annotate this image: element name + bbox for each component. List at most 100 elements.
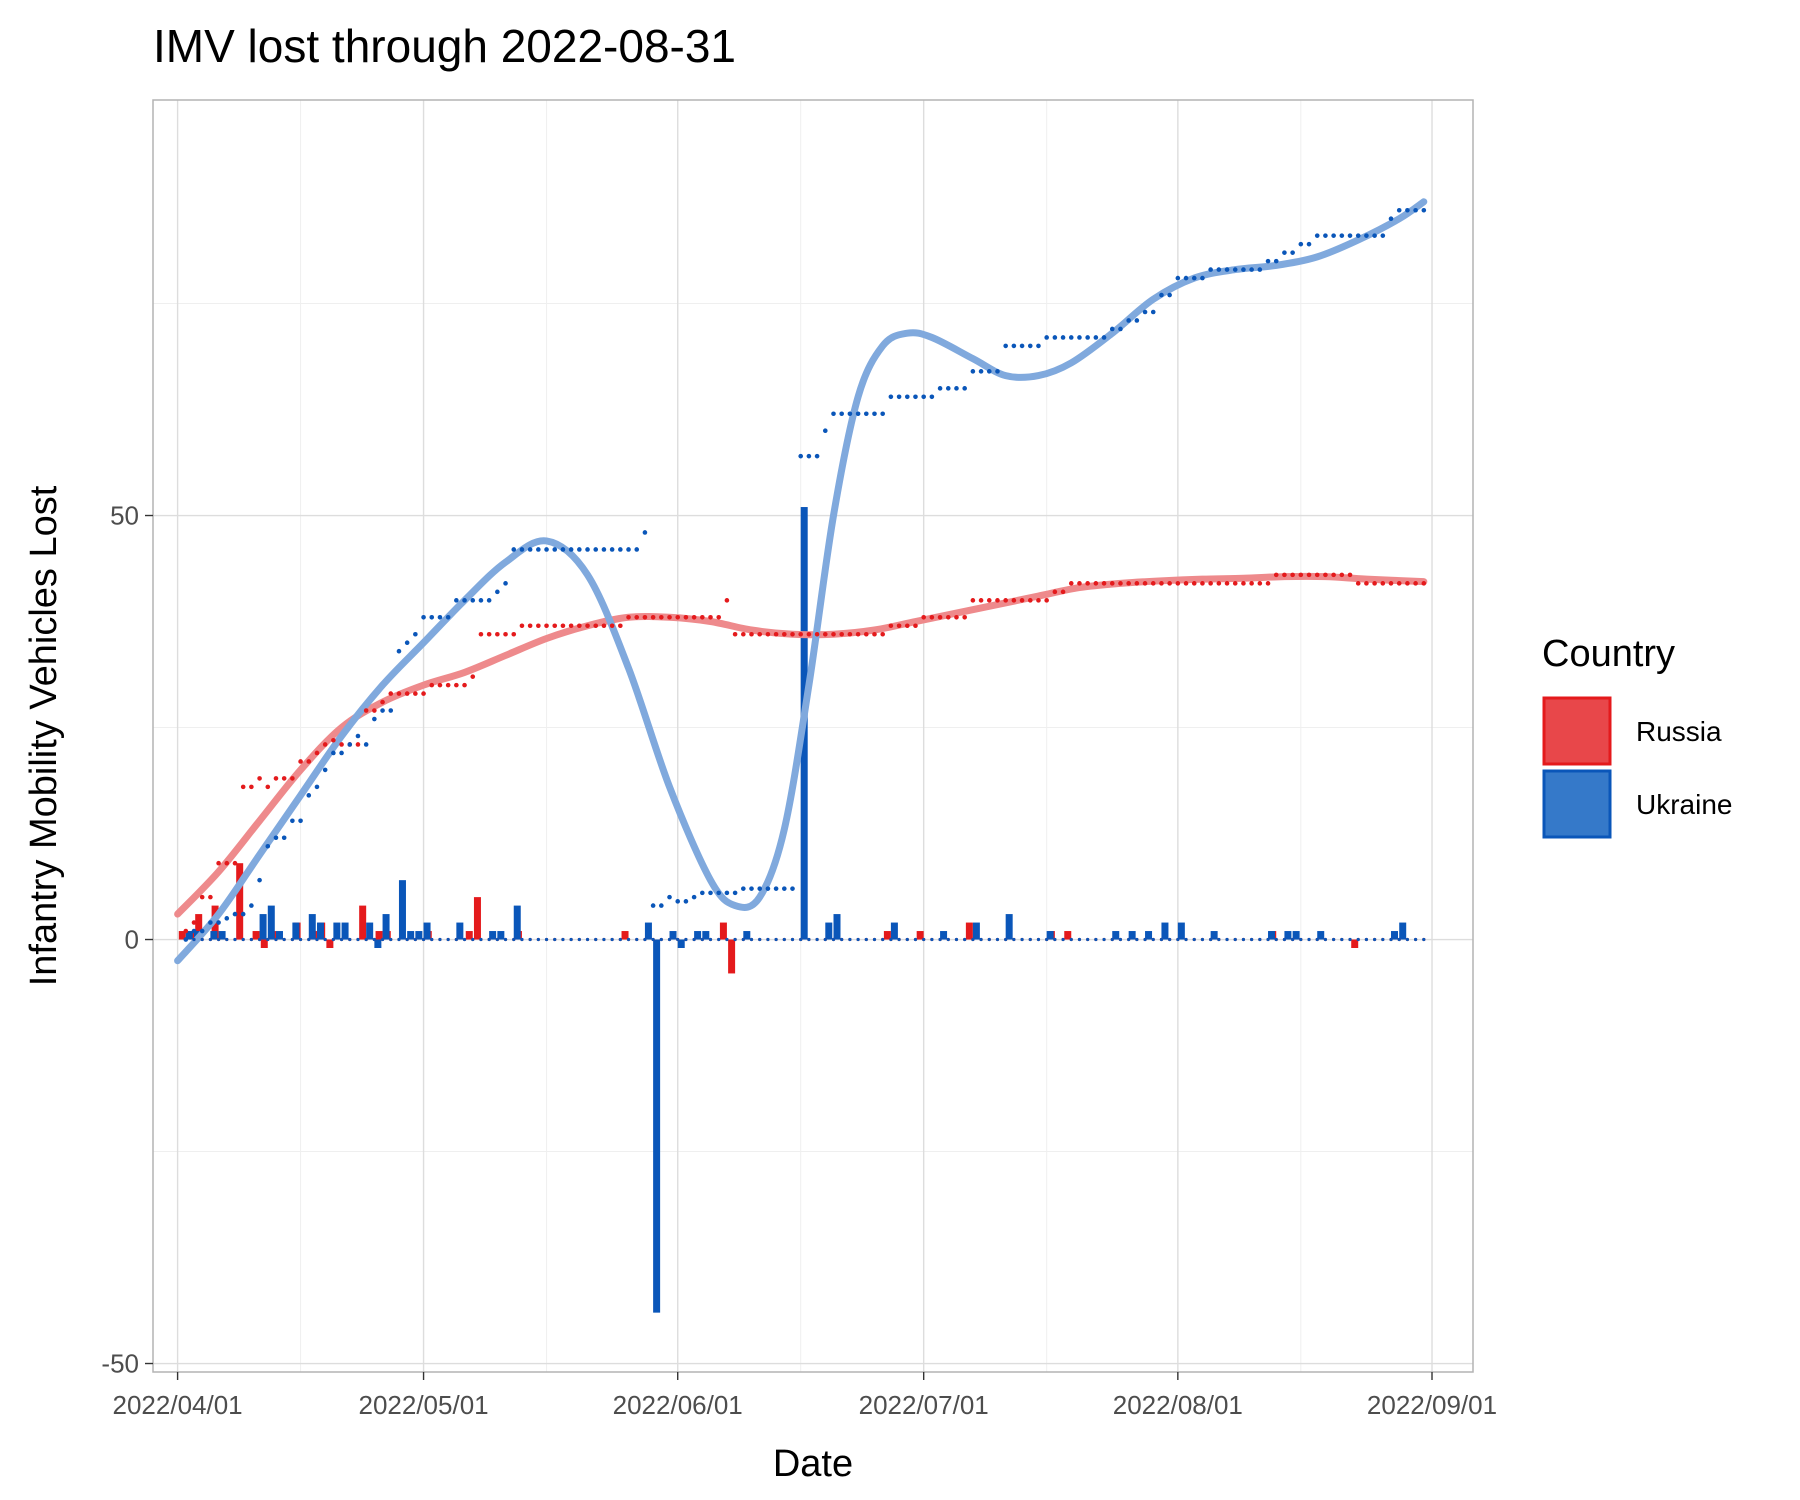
russia-cumulative-point xyxy=(1314,572,1320,578)
russia-cumulative-point xyxy=(454,682,459,688)
ukraine-baseline-point xyxy=(782,937,786,942)
ukraine-baseline-point xyxy=(1135,937,1139,942)
russia-cumulative-point xyxy=(1019,598,1025,603)
ukraine-baseline-point xyxy=(626,937,631,942)
x-axis-tick-labels: 2022/04/01 2022/05/01 2022/06/01 2022/07/01… xyxy=(113,1390,1498,1420)
russia-cumulative-point xyxy=(1093,581,1099,586)
ukraine-baseline-point xyxy=(421,937,426,942)
ukraine-daily-bar xyxy=(694,931,702,940)
ukraine-cumulative-point xyxy=(363,742,369,747)
ukraine-cumulative-point xyxy=(306,793,312,798)
russia-cumulative-point xyxy=(1273,572,1279,578)
russia-cumulative-point xyxy=(691,614,697,620)
y-tick-label: -50 xyxy=(101,1349,139,1379)
ukraine-baseline-point xyxy=(1397,937,1401,942)
russia-cumulative-point xyxy=(1265,581,1271,586)
ukraine-daily-bar xyxy=(341,922,349,940)
russia-cumulative-point xyxy=(1396,581,1402,586)
russia-cumulative-point xyxy=(536,623,541,629)
russia-cumulative-point xyxy=(937,614,943,620)
ukraine-baseline-point xyxy=(692,937,696,942)
russia-cumulative-point xyxy=(388,691,394,696)
ukraine-daily-bar xyxy=(382,914,390,940)
ukraine-daily-bar xyxy=(1046,931,1054,940)
ukraine-cumulative-point xyxy=(380,708,385,713)
ukraine-cumulative-point xyxy=(757,886,763,891)
ukraine-cumulative-point xyxy=(1314,233,1320,238)
ukraine-cumulative-point xyxy=(429,614,435,620)
russia-cumulative-point xyxy=(437,682,443,688)
russia-cumulative-point xyxy=(404,691,410,696)
ukraine-daily-bar xyxy=(1399,922,1407,940)
ukraine-cumulative-point xyxy=(1282,250,1287,255)
ukraine-baseline-point xyxy=(864,937,868,942)
ukraine-cumulative-point xyxy=(814,453,820,459)
ukraine-baseline-point xyxy=(897,937,901,942)
russia-cumulative-point xyxy=(806,631,812,637)
russia-cumulative-point xyxy=(1003,598,1008,603)
ukraine-baseline-point xyxy=(922,937,926,942)
ukraine-baseline-point xyxy=(1266,937,1270,942)
y-tick-label: 0 xyxy=(125,925,139,955)
russia-daily-bar xyxy=(1351,939,1359,948)
ukraine-daily-bar xyxy=(456,922,464,940)
russia-cumulative-point xyxy=(183,928,189,934)
russia-cumulative-point xyxy=(642,614,648,620)
ukraine-baseline-point xyxy=(446,937,450,942)
russia-cumulative-point xyxy=(929,614,935,620)
ukraine-daily-bar xyxy=(267,905,275,940)
ukraine-cumulative-point xyxy=(806,453,812,459)
ukraine-baseline-point xyxy=(1209,937,1213,942)
cumulative-points xyxy=(183,207,1427,942)
ukraine-baseline-point xyxy=(659,937,663,942)
ukraine-cumulative-point xyxy=(1011,343,1017,349)
ukraine-baseline-point xyxy=(651,937,655,942)
russia-cumulative-point xyxy=(732,631,738,637)
ukraine-baseline-point xyxy=(462,937,467,942)
ukraine-cumulative-point xyxy=(1273,258,1279,264)
ukraine-baseline-point xyxy=(512,937,516,942)
ukraine-cumulative-point xyxy=(1421,207,1427,213)
ukraine-baseline-point xyxy=(1184,937,1188,942)
ukraine-cumulative-point xyxy=(667,894,672,900)
ukraine-cumulative-point xyxy=(1027,343,1033,349)
russia-cumulative-point xyxy=(839,631,844,637)
russia-cumulative-point xyxy=(1241,581,1246,586)
ukraine-cumulative-point xyxy=(1355,233,1361,238)
ukraine-cumulative-point xyxy=(552,547,558,552)
russia-cumulative-point xyxy=(544,623,549,629)
ukraine-daily-bar xyxy=(702,931,710,940)
ukraine-cumulative-point xyxy=(724,890,730,896)
x-tick-label: 2022/04/01 xyxy=(113,1390,243,1420)
ukraine-daily-bar xyxy=(972,922,980,940)
russia-cumulative-point xyxy=(191,920,197,925)
ukraine-cumulative-point xyxy=(470,598,476,603)
ukraine-baseline-point xyxy=(618,937,622,942)
ukraine-cumulative-point xyxy=(454,598,459,603)
russia-daily-bar xyxy=(375,931,383,940)
ukraine-cumulative-point xyxy=(527,547,533,552)
ukraine-baseline-point xyxy=(971,937,975,942)
ukraine-baseline-point xyxy=(1373,937,1377,942)
daily-change-bars xyxy=(178,507,1407,1313)
ukraine-cumulative-point xyxy=(519,547,525,552)
ukraine-baseline-point xyxy=(1389,937,1393,942)
russia-cumulative-point xyxy=(1224,581,1230,586)
ukraine-baseline-point xyxy=(569,937,573,942)
ukraine-baseline-point xyxy=(913,937,918,942)
ukraine-cumulative-point xyxy=(872,411,877,417)
russia-cumulative-point xyxy=(1118,581,1123,586)
ukraine-cumulative-point xyxy=(396,648,402,654)
ukraine-baseline-point xyxy=(807,937,811,942)
russia-cumulative-point xyxy=(634,614,640,620)
ukraine-cumulative-point xyxy=(741,886,746,891)
ukraine-cumulative-point xyxy=(921,394,926,400)
ukraine-baseline-point xyxy=(430,937,434,942)
ukraine-baseline-point xyxy=(749,937,754,942)
ukraine-daily-bar xyxy=(677,939,685,948)
ukraine-daily-bar xyxy=(1177,922,1185,940)
russia-cumulative-point xyxy=(1257,581,1263,586)
ukraine-baseline-point xyxy=(1405,937,1410,942)
ukraine-cumulative-point xyxy=(929,394,935,400)
ukraine-cumulative-point xyxy=(1134,318,1140,323)
